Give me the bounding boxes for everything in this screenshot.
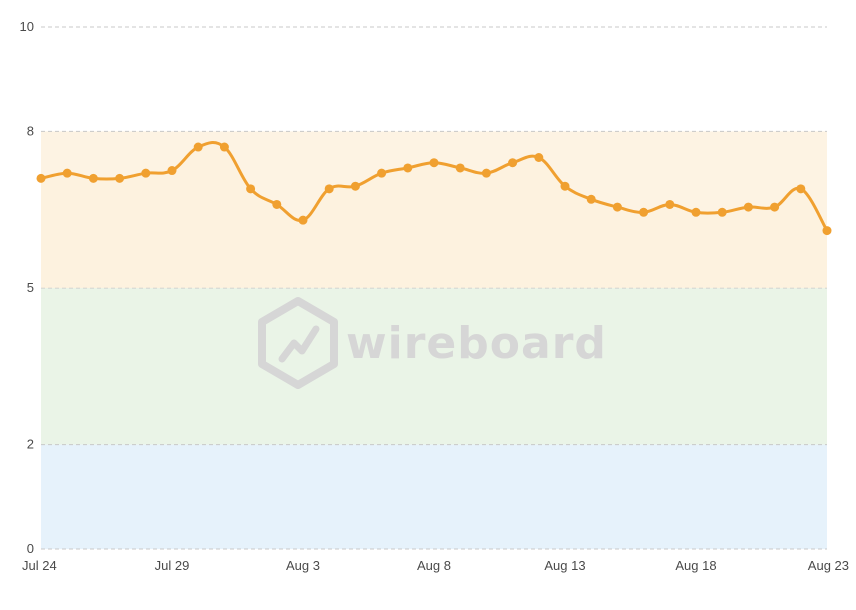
data-point[interactable] (691, 207, 701, 217)
wireboard-logo-icon (258, 297, 338, 389)
data-point[interactable] (481, 168, 491, 178)
data-point[interactable] (377, 168, 387, 178)
data-point[interactable] (115, 173, 125, 183)
data-point[interactable] (36, 173, 46, 183)
data-point[interactable] (429, 158, 439, 168)
series-points (36, 142, 832, 236)
series-area-fill (41, 142, 827, 288)
data-point[interactable] (193, 142, 203, 152)
data-point[interactable] (560, 181, 570, 191)
data-point[interactable] (403, 163, 413, 173)
wireboard-logo-mark (278, 325, 320, 363)
y-tick-label: 5 (27, 280, 34, 295)
data-point[interactable] (298, 215, 308, 225)
data-point[interactable] (717, 207, 727, 217)
data-point[interactable] (141, 168, 151, 178)
data-point[interactable] (586, 194, 596, 204)
data-point[interactable] (246, 184, 256, 194)
data-point[interactable] (167, 166, 177, 176)
y-tick-label: 2 (27, 437, 34, 452)
x-tick-label: Aug 23 (808, 558, 849, 573)
x-tick-label: Jul 24 (22, 558, 57, 573)
data-point[interactable] (796, 184, 806, 194)
data-point[interactable] (272, 199, 282, 209)
data-point[interactable] (639, 207, 649, 217)
y-tick-label: 8 (27, 123, 34, 138)
x-tick-label: Aug 13 (544, 558, 585, 573)
value-band-2 (41, 444, 827, 549)
x-axis-labels: Jul 24 Jul 29 Aug 3 Aug 8 Aug 13 Aug 18 Aug 23 (22, 558, 849, 573)
data-point[interactable] (324, 184, 334, 194)
data-point[interactable] (219, 142, 229, 152)
series-area (41, 142, 827, 288)
watermark-text: wireboard (346, 318, 607, 369)
data-point[interactable] (612, 202, 622, 212)
y-tick-label: 10 (20, 19, 34, 34)
data-point[interactable] (88, 173, 98, 183)
y-tick-label: 0 (27, 541, 34, 556)
x-tick-label: Jul 29 (155, 558, 190, 573)
data-point[interactable] (743, 202, 753, 212)
data-point[interactable] (770, 202, 780, 212)
value-band-1 (41, 288, 827, 445)
y-axis-labels: 0 2 5 8 10 (20, 19, 34, 556)
x-tick-label: Aug 8 (417, 558, 451, 573)
data-point[interactable] (665, 199, 675, 209)
data-point[interactable] (62, 168, 72, 178)
data-point[interactable] (534, 153, 544, 162)
x-tick-label: Aug 18 (675, 558, 716, 573)
data-point[interactable] (350, 181, 360, 191)
data-point[interactable] (822, 226, 832, 236)
wireboard-watermark: wireboard (258, 297, 607, 389)
data-point[interactable] (508, 158, 518, 168)
x-tick-label: Aug 3 (286, 558, 320, 573)
data-point[interactable] (455, 163, 465, 173)
value-bands (41, 131, 827, 549)
